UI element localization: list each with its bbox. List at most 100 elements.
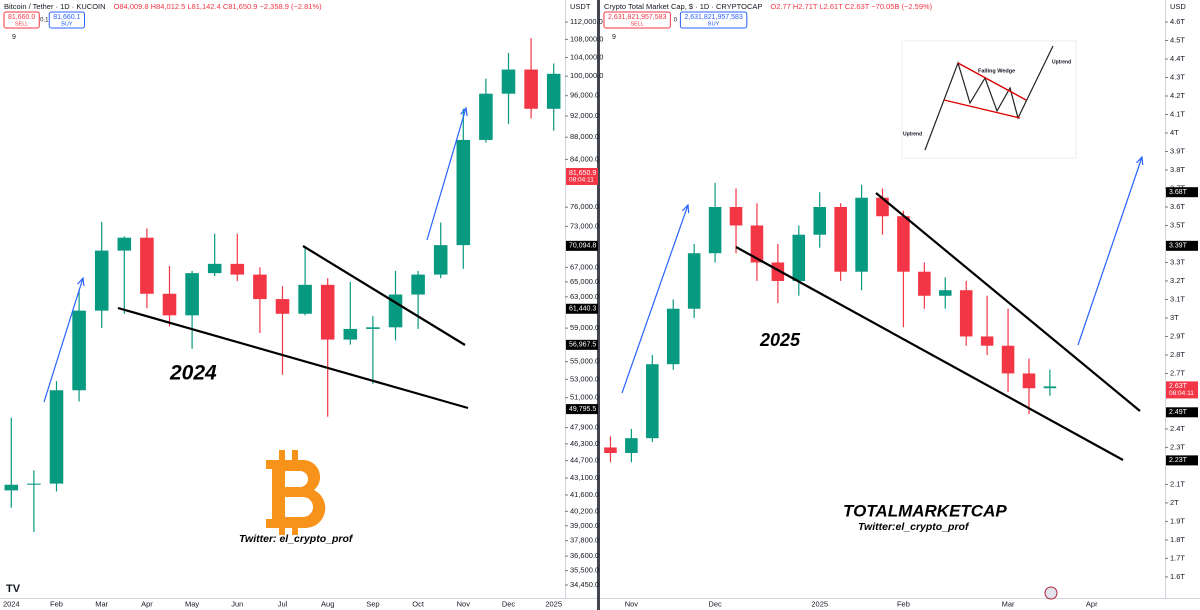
y-tick-label: 41,600.0 <box>570 490 599 499</box>
indicator-count: 9 <box>612 34 616 41</box>
y-tick-label: 3.1T <box>1170 294 1185 303</box>
x-tick-label: Nov <box>457 599 471 608</box>
candle-body <box>792 234 806 281</box>
candle-body <box>162 293 177 316</box>
candle-body <box>750 225 764 263</box>
candle-body <box>546 73 561 109</box>
price-tag-label: 56,967.5 <box>569 342 596 349</box>
price-tag-label: 70,094.8 <box>569 243 596 250</box>
candle-body <box>980 336 994 346</box>
sell-button[interactable] <box>3 11 40 29</box>
marks: 112,000.0 108,000.0 104,000.0 100,000.0 96,0… <box>3 2 1198 608</box>
candle-body <box>185 273 199 316</box>
buy-price: 81,660.1 <box>53 14 80 21</box>
price-tag-label: 2.63T <box>1169 383 1188 390</box>
candle-body <box>388 294 403 328</box>
y-tick-label: 37,800.0 <box>570 536 599 545</box>
price-tag-label: 3.68T <box>1169 189 1188 196</box>
ohlc-readout: O2.77 H2.71T L2.61T C2.63T −70.05B (−2.5… <box>770 2 932 11</box>
candle-body <box>918 271 931 296</box>
buy-price: 2,631,821,957,583 <box>684 14 742 21</box>
y-tick-label: 3.5T <box>1170 220 1185 229</box>
price-tag <box>1166 407 1198 418</box>
watermark: Twitter: el_crypto_prof <box>239 533 354 545</box>
y-tick-label: 88,000.0 <box>570 132 599 141</box>
candle-body <box>72 310 86 391</box>
y-tick-label: 4.4T <box>1170 54 1185 63</box>
price-tag-label: 61,440.3 <box>569 306 596 313</box>
y-tick-label: 55,000.0 <box>570 357 599 366</box>
candle-body <box>897 216 910 272</box>
price-tag-label: 3.39T <box>1169 243 1188 250</box>
y-tick-label: 4.3T <box>1170 72 1185 81</box>
sell-button[interactable] <box>603 11 671 29</box>
watermark: Twitter:el_crypto_prof <box>858 521 970 533</box>
arrow <box>43 278 83 403</box>
candle-body <box>646 364 659 439</box>
x-tick-label: Mar <box>1002 599 1015 608</box>
y-tick-label: 112,000.0 <box>570 17 603 26</box>
price-tag-countdown: 08:04:11 <box>569 177 594 184</box>
candle-body <box>4 484 19 491</box>
candle-body <box>666 308 680 365</box>
buy-label: BUY <box>61 21 73 27</box>
trend-line <box>735 246 1124 461</box>
y-tick-label: 104,000.0 <box>570 52 603 61</box>
y-tick-label: 34,450.0 <box>570 580 599 589</box>
currency: USD <box>1170 2 1186 11</box>
x-tick-label: Nov <box>625 599 639 608</box>
candle-body <box>343 328 358 340</box>
y-tick-label: 73,000.0 <box>570 221 599 230</box>
price-tag <box>566 167 598 185</box>
y-tick-label: 35,500.0 <box>570 566 599 575</box>
panel-divider <box>597 0 600 610</box>
y-tick-label: 4T <box>1170 128 1179 137</box>
price-tag <box>1166 381 1198 399</box>
candle-body <box>140 237 154 294</box>
buy-button[interactable] <box>679 11 748 29</box>
candle-body <box>876 197 889 217</box>
y-tick-label: 3.6T <box>1170 202 1185 211</box>
candle-body <box>939 290 952 296</box>
candle-body <box>207 263 222 274</box>
trend-line <box>117 306 469 410</box>
price-tag-label: 2.23T <box>1169 457 1188 464</box>
sell-label: SELL <box>630 21 643 27</box>
candle-body <box>117 237 132 251</box>
y-tick-label: 1.8T <box>1170 535 1185 544</box>
y-tick-label: 3T <box>1170 313 1179 322</box>
candle-body <box>1043 386 1057 389</box>
currency: USDT <box>570 2 591 11</box>
y-tick-label: 59,000.0 <box>570 323 599 332</box>
price-tag <box>1166 187 1198 198</box>
candle-body <box>1022 373 1036 389</box>
y-tick-label: 67,000.0 <box>570 262 599 271</box>
x-tick-label: Dec <box>502 599 516 608</box>
y-tick-label: 36,600.0 <box>570 551 599 560</box>
x-tick-label: Jul <box>278 599 288 608</box>
x-tick-label: Jun <box>231 599 243 608</box>
x-tick-label: Oct <box>412 599 425 608</box>
sell-price: 2,631,821,957,583 <box>608 14 666 21</box>
price-tag <box>1166 455 1198 466</box>
x-tick-label: Aug <box>321 599 334 608</box>
x-tick-label: May <box>185 599 199 608</box>
x-tick-label: Sep <box>366 599 379 608</box>
y-tick-label: 3.3T <box>1170 257 1185 266</box>
ohlc-readout: O84,009.8 H84,012.5 L81,142.4 C81,650.9 … <box>114 2 323 11</box>
flag-icon[interactable] <box>1044 586 1058 600</box>
candle-body <box>94 250 109 311</box>
candle-body <box>320 284 335 340</box>
y-tick-label: 76,000.0 <box>570 202 599 211</box>
y-tick-label: 3.9T <box>1170 146 1185 155</box>
candle-body <box>27 483 41 485</box>
x-tick-label: 2025 <box>545 599 562 608</box>
y-tick-label: 39,000.0 <box>570 521 599 530</box>
x-tick-label: Feb <box>50 599 63 608</box>
buy-label: BUY <box>708 21 720 27</box>
candle-body <box>524 69 538 109</box>
x-tick-label: Apr <box>1086 599 1098 608</box>
candle-body <box>813 206 826 235</box>
buy-button[interactable] <box>48 11 85 29</box>
